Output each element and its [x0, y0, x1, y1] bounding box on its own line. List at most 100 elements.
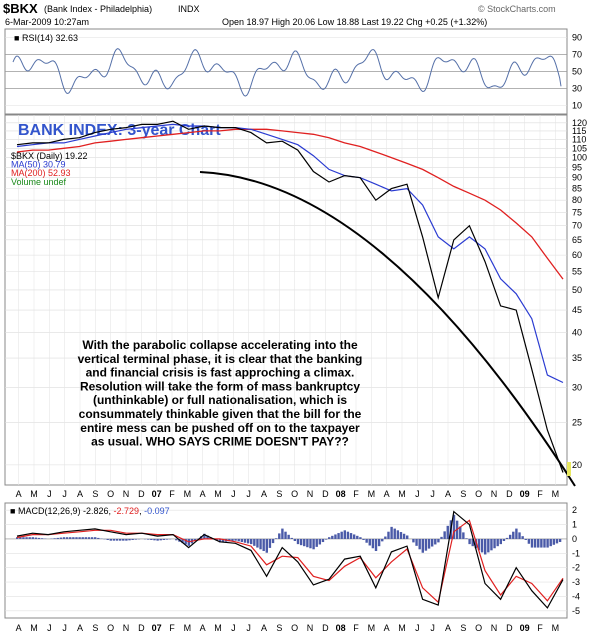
macd-hist-bar	[421, 538, 424, 553]
macd-hist-bar	[430, 538, 434, 547]
last-volume-bar	[567, 462, 571, 476]
macd-hist-bar	[356, 535, 359, 539]
month-label: A	[200, 623, 206, 633]
year-label: 07	[152, 623, 162, 633]
ma200-line	[16, 128, 564, 280]
macd-hist-bar	[31, 537, 34, 539]
legend-entry: Volume undef	[11, 177, 67, 187]
price-tick-label: 110	[572, 134, 586, 144]
month-label: M	[30, 489, 38, 499]
rsi-tick-label: 30	[572, 84, 582, 94]
macd-line	[16, 510, 564, 609]
quote-line: Open 18.97 High 20.06 Low 18.88 Last 19.…	[222, 17, 487, 27]
macd-tick-label: 0	[572, 534, 577, 544]
month-label: M	[552, 489, 560, 499]
macd-hist-bar	[25, 537, 28, 539]
macd-hist-bar	[515, 528, 518, 539]
symbol: $BKX	[3, 1, 38, 16]
month-label: N	[307, 489, 314, 499]
macd-signal-value: -2.729	[114, 506, 140, 516]
macd-hist-bar	[524, 538, 527, 540]
month-label: A	[261, 489, 267, 499]
macd-hist-bar	[290, 537, 293, 539]
macd-hist-bar	[480, 538, 484, 553]
macd-hist-bar	[87, 537, 91, 539]
year-label: 08	[336, 489, 346, 499]
month-label: M	[398, 489, 406, 499]
macd-hist-bar	[271, 538, 275, 544]
month-label: A	[445, 489, 451, 499]
legend-entry: MA(200) 52.93	[11, 168, 71, 178]
month-label: M	[214, 623, 222, 633]
annotation-line: entire mess can be pushed off on to the …	[80, 421, 360, 435]
macd-tick-label: 2	[572, 505, 577, 515]
macd-hist-bar	[128, 538, 131, 541]
macd-hist-bar	[552, 538, 556, 545]
macd-hist-bar	[237, 538, 240, 542]
year-label: 07	[152, 489, 162, 499]
macd-hist-bar	[97, 537, 100, 539]
month-label: D	[322, 489, 329, 499]
month-label: J	[62, 623, 67, 633]
price-tick-label: 55	[572, 267, 582, 277]
macd-hist-bar	[406, 535, 409, 539]
macd-hist-bar	[440, 536, 443, 539]
macd-hist-bar	[106, 538, 109, 540]
macd-hist-bar	[159, 538, 162, 541]
month-label: A	[16, 489, 22, 499]
macd-hist-bar	[184, 538, 187, 545]
macd-hist-bar	[193, 538, 197, 542]
month-label: O	[291, 489, 298, 499]
index-name: (Bank Index - Philadelphia)	[44, 4, 152, 14]
month-label: M	[368, 489, 376, 499]
macd-hist-bar	[474, 538, 478, 549]
year-label: 08	[336, 623, 346, 633]
month-label: S	[460, 489, 466, 499]
macd-hist-bar	[381, 538, 384, 542]
price-tick-label: 50	[572, 285, 582, 295]
month-label: N	[491, 489, 498, 499]
month-label: S	[276, 623, 282, 633]
month-label: D	[322, 623, 329, 633]
macd-hist-bar	[487, 538, 490, 553]
macd-hist-bar	[240, 538, 244, 543]
macd-hist-bar	[296, 538, 300, 545]
month-label: O	[475, 489, 482, 499]
macd-hist-bar	[19, 537, 22, 539]
x-axis-bottom: A M J J A S O N D 07 F M A M J J A S O N D 08 F M A M J J A S O N D 09 F M	[16, 623, 559, 633]
month-label: J	[415, 623, 420, 633]
price-tick-label: 40	[572, 328, 582, 338]
macd-hist-bar	[125, 538, 128, 541]
price-tick-label: 90	[572, 173, 582, 183]
macd-hist-bar	[147, 538, 150, 540]
x-axis-middle: A M J J A S O N D 07 F M A M J J A S O N D 08 F M A M J J A S O N D 09 F M	[16, 489, 559, 499]
macd-hist-bar	[34, 537, 38, 539]
macd-hist-bar	[250, 538, 253, 545]
macd-sep1: ,	[109, 506, 114, 516]
macd-hist-bar	[16, 537, 19, 539]
macd-hist-bar	[59, 537, 63, 539]
macd-hist-bar	[434, 538, 437, 545]
macd-hist-bar	[377, 538, 381, 547]
month-label: J	[246, 489, 251, 499]
rsi-marker: ■	[14, 33, 19, 43]
macd-hist-bar	[62, 537, 66, 539]
macd-hist-bar	[203, 533, 206, 539]
macd-hist-bar	[274, 538, 278, 539]
macd-hist-bar	[415, 538, 418, 546]
macd-hist-bar	[334, 534, 337, 539]
macd-hist-bar	[502, 538, 506, 542]
month-label: O	[291, 623, 298, 633]
macd-hist-bar	[134, 538, 137, 540]
annotation-line: as usual. WHO SAYS CRIME DOESN'T PAY??	[91, 435, 349, 449]
legend-entry: $BKX (Daily) 19.22	[11, 151, 88, 161]
macd-hist-bar	[331, 535, 334, 539]
macd-hist-bar	[90, 537, 94, 539]
macd-hist-bar	[427, 538, 431, 549]
macd-signal-line	[16, 519, 564, 604]
month-label: N	[491, 623, 498, 633]
macd-hist-bar	[28, 537, 31, 539]
rsi-tick-label: 90	[572, 33, 582, 43]
price-tick-label: 95	[572, 162, 582, 172]
price-tick-label: 105	[572, 143, 587, 153]
